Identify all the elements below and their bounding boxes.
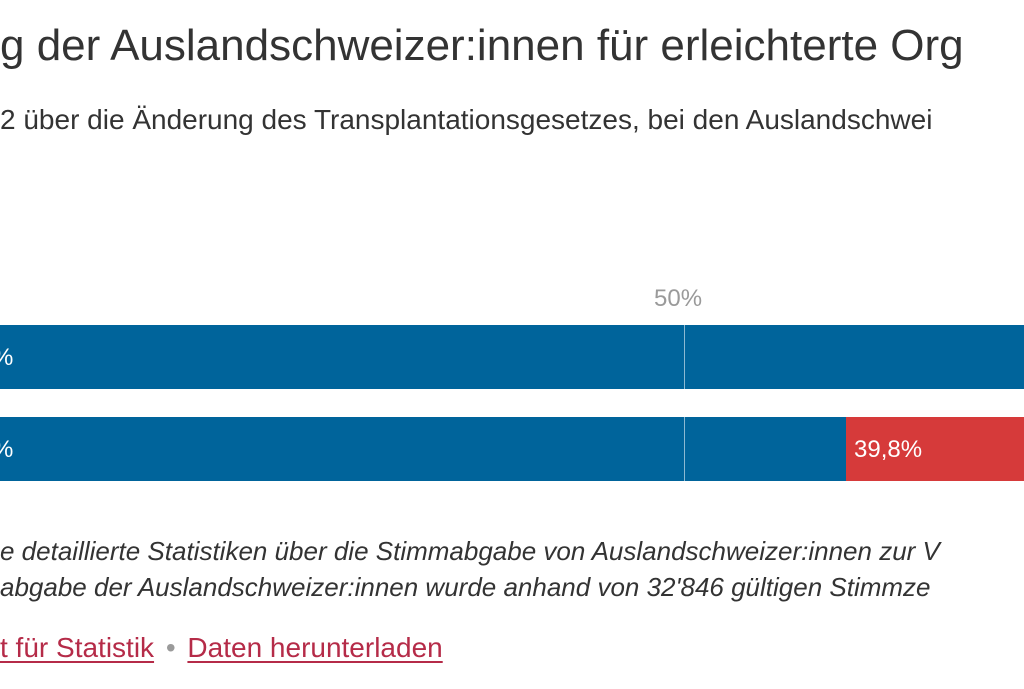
source-separator: • — [165, 632, 176, 663]
download-data-link[interactable]: Daten herunterladen — [187, 632, 443, 663]
footnote-line-2: abgabe der Auslandschweizer:innen wurde … — [0, 572, 931, 602]
bar-row-2-segment-2 — [845, 417, 1024, 481]
source-line: t für Statistik • Daten herunterladen — [0, 630, 443, 666]
stacked-bar-chart: % % 39,8% — [0, 318, 1024, 488]
bar-2-yes-label: % — [0, 418, 13, 482]
bar-2-no-label: 39,8% — [854, 436, 923, 463]
bar-1-label: % — [0, 326, 13, 390]
reference-line-label: 50% — [654, 285, 703, 312]
chart-title: g der Auslandschweizer:innen für erleich… — [0, 21, 964, 70]
footnote-line-1: e detaillierte Statistiken über die Stim… — [0, 536, 940, 566]
reference-line-50 — [684, 318, 685, 481]
bar-row-1-segment-1 — [0, 325, 1024, 389]
source-link[interactable]: t für Statistik — [0, 632, 155, 663]
bar-row-2-segment-1 — [0, 417, 846, 481]
chart-subtitle: 2 über die Änderung des Transplantations… — [0, 104, 933, 135]
